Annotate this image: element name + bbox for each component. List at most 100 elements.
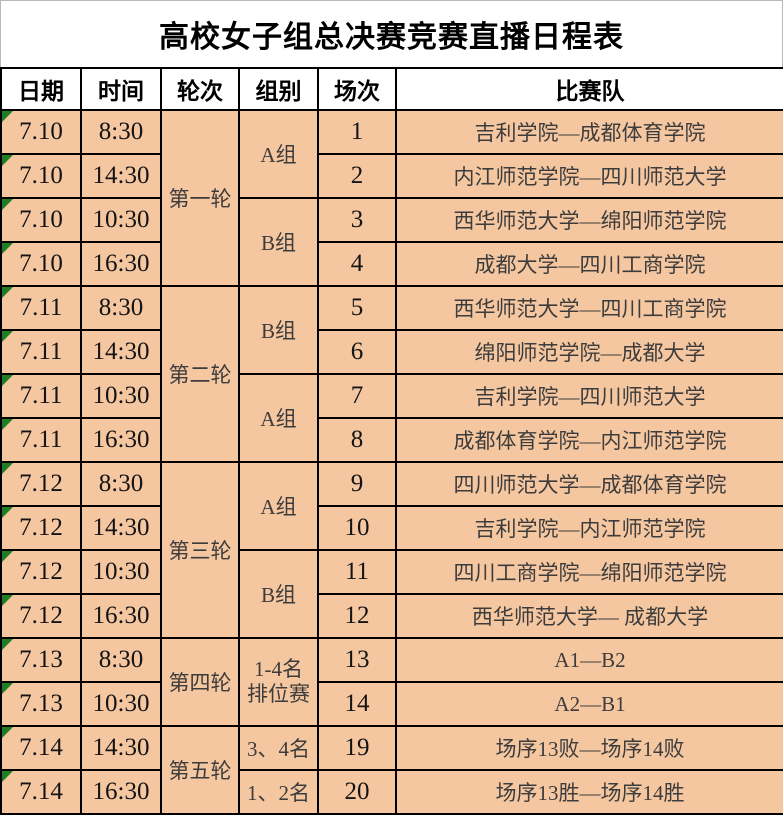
match-cell: 9 (317, 461, 397, 507)
teams-cell: 吉利学院—内江师范学院 (395, 505, 783, 551)
corner-triangle-icon (3, 508, 13, 518)
match-cell: 1 (317, 109, 397, 155)
match-cell: 6 (317, 329, 397, 375)
date-cell: 7.10 (0, 109, 82, 155)
match-cell: 7 (317, 373, 397, 419)
date-value: 7.14 (19, 778, 63, 805)
date-cell: 7.11 (0, 329, 82, 375)
group-label-line2: 排位赛 (247, 682, 310, 706)
group-cell: B组 (238, 197, 319, 287)
col-header-match: 场次 (317, 67, 397, 111)
match-cell: 10 (317, 505, 397, 551)
match-cell: 13 (317, 637, 397, 683)
table-row: 7.14 14:30 第五轮 3、4名 19 场序13败—场序14败 (0, 725, 783, 815)
teams-cell: 成都体育学院—内江师范学院 (395, 417, 783, 463)
table-row: 7.12 10:30 B组 11 四川工商学院—绵阳师范学院 (0, 549, 783, 639)
time-cell: 16:30 (80, 769, 162, 815)
date-value: 7.10 (19, 206, 63, 233)
match-cell: 11 (317, 549, 397, 595)
col-header-date: 日期 (0, 67, 82, 111)
date-cell: 7.12 (0, 505, 82, 551)
time-cell: 8:30 (80, 109, 162, 155)
match-cell: 2 (317, 153, 397, 199)
table-row: 7.12 8:30 第三轮 A组 9 四川师范大学—成都体育学院 (0, 461, 783, 639)
date-cell: 7.14 (0, 725, 82, 771)
corner-triangle-icon (3, 420, 13, 430)
time-cell: 10:30 (80, 197, 162, 243)
teams-cell: 西华师范大学—绵阳师范学院 (395, 197, 783, 243)
teams-cell: 吉利学院—四川师范大学 (395, 373, 783, 419)
date-cell: 7.13 (0, 637, 82, 683)
date-value: 7.10 (19, 162, 63, 189)
header-row: 日期 时间 轮次 组别 场次 比赛队 (0, 67, 783, 111)
col-header-teams: 比赛队 (395, 67, 783, 111)
corner-triangle-icon (3, 332, 13, 342)
date-cell: 7.11 (0, 285, 82, 331)
group-cell: A组 (238, 109, 319, 199)
date-value: 7.11 (19, 426, 63, 453)
time-cell: 16:30 (80, 593, 162, 639)
time-cell: 8:30 (80, 461, 162, 507)
date-value: 7.11 (19, 338, 63, 365)
match-cell: 8 (317, 417, 397, 463)
date-value: 7.11 (19, 294, 63, 321)
teams-cell: 内江师范学院—四川师范大学 (395, 153, 783, 199)
table-row: 7.10 8:30 第一轮 A组 1 吉利学院—成都体育学院 (0, 109, 783, 287)
group-cell: 1、2名 (238, 769, 319, 815)
date-value: 7.12 (19, 470, 63, 497)
time-cell: 10:30 (80, 373, 162, 419)
table-row: 7.13 10:30 14 A2—B1 (0, 681, 783, 727)
corner-triangle-icon (3, 376, 13, 386)
time-cell: 14:30 (80, 153, 162, 199)
teams-cell: 吉利学院—成都体育学院 (395, 109, 783, 155)
date-value: 7.12 (19, 602, 63, 629)
teams-cell: A1—B2 (395, 637, 783, 683)
date-cell: 7.12 (0, 549, 82, 595)
teams-cell: 成都大学—四川工商学院 (395, 241, 783, 287)
group-cell: A组 (238, 461, 319, 551)
group-label-line1: 1-4名 (254, 656, 303, 681)
date-value: 7.13 (19, 690, 63, 717)
table-row: 7.13 8:30 第四轮 1-4名 排位赛 13 A1—B2 (0, 637, 783, 727)
table-row: 7.10 10:30 B组 3 西华师范大学—绵阳师范学院 (0, 197, 783, 287)
teams-cell: 西华师范大学—四川工商学院 (395, 285, 783, 331)
page-title: 高校女子组总决赛竞赛直播日程表 (0, 0, 783, 67)
teams-cell: 绵阳师范学院—成都大学 (395, 329, 783, 375)
teams-cell: 四川师范大学—成都体育学院 (395, 461, 783, 507)
date-value: 7.11 (19, 382, 63, 409)
table-row: 7.12 14:30 10 吉利学院—内江师范学院 (0, 505, 783, 551)
corner-triangle-icon (3, 596, 13, 606)
table-row: 7.11 8:30 第二轮 B组 5 西华师范大学—四川工商学院 (0, 285, 783, 463)
col-header-time: 时间 (80, 67, 162, 111)
corner-triangle-icon (3, 200, 13, 210)
teams-cell: 场序13败—场序14败 (395, 725, 783, 771)
match-cell: 4 (317, 241, 397, 287)
round-cell: 第二轮 (160, 285, 240, 463)
time-cell: 16:30 (80, 241, 162, 287)
table-row: 7.11 10:30 A组 7 吉利学院—四川师范大学 (0, 373, 783, 463)
date-cell: 7.11 (0, 417, 82, 463)
corner-triangle-icon (3, 244, 13, 254)
corner-triangle-icon (3, 112, 13, 122)
teams-cell: A2—B1 (395, 681, 783, 727)
date-cell: 7.10 (0, 153, 82, 199)
group-cell: 3、4名 (238, 725, 319, 771)
table-row: 7.11 16:30 8 成都体育学院—内江师范学院 (0, 417, 783, 463)
corner-triangle-icon (3, 156, 13, 166)
date-cell: 7.12 (0, 461, 82, 507)
match-cell: 20 (317, 769, 397, 815)
match-cell: 3 (317, 197, 397, 243)
date-cell: 7.10 (0, 197, 82, 243)
time-cell: 14:30 (80, 725, 162, 771)
col-header-round: 轮次 (160, 67, 240, 111)
group-cell: 1-4名 排位赛 (238, 637, 319, 727)
date-value: 7.14 (19, 734, 63, 761)
time-cell: 14:30 (80, 329, 162, 375)
group-cell: A组 (238, 373, 319, 463)
corner-triangle-icon (3, 464, 13, 474)
teams-cell: 西华师范大学— 成都大学 (395, 593, 783, 639)
match-cell: 19 (317, 725, 397, 771)
date-value: 7.13 (19, 646, 63, 673)
date-cell: 7.14 (0, 769, 82, 815)
